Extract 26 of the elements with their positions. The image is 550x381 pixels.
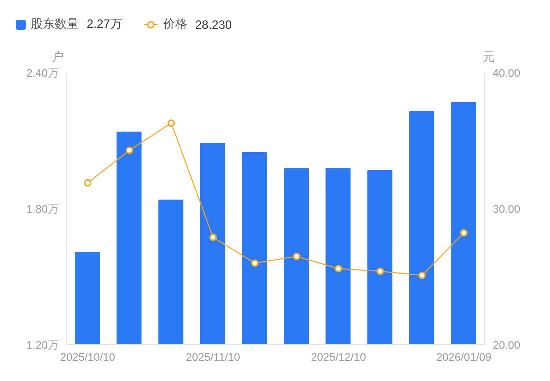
y2-tick-label: 40.00 [493,68,521,80]
x-tick-label: 2025/11/10 [186,352,240,364]
x-tick-label: 2025/12/10 [311,352,366,364]
legend-label: 股东数量 [31,16,79,33]
point [293,252,301,260]
text: 28.230 [195,18,232,32]
y-tick-label: 2.40万 [26,68,59,80]
y-tick-label: 1.80万 [26,204,59,216]
text: 2.27万 [87,16,122,33]
point [126,146,134,154]
point [376,268,384,276]
point [334,265,342,273]
point [418,272,426,280]
x-tick-label: 2025/10/10 [60,352,116,364]
point [210,234,218,242]
point [84,179,92,187]
y2-axis-title: 元 [483,49,495,66]
point [460,229,468,237]
y-tick-label: 1.20万 [26,340,59,352]
x-tick-label: 2026/01/09 [436,352,492,364]
point [168,120,176,128]
y2-tick-label: 20.00 [493,340,521,352]
y2-tick-label: 30.00 [493,204,521,216]
point [251,260,259,268]
y-axis-title: 户 [52,49,64,66]
legend-label: 价格 [163,16,188,33]
